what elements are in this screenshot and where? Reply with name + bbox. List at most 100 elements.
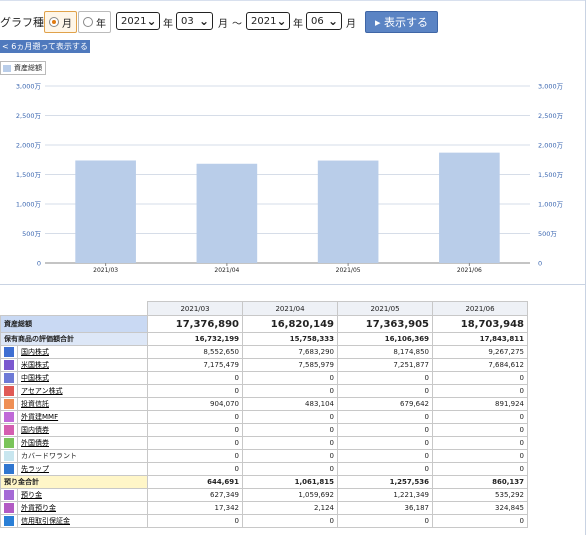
row-label-link[interactable]: 外貨建MMF bbox=[17, 410, 148, 424]
value-cell: 16,732,199 bbox=[147, 332, 243, 346]
color-swatch bbox=[4, 490, 14, 500]
row-label-link[interactable]: 先ラップ bbox=[17, 462, 148, 476]
table-row: 外国債券 0 0 0 0 bbox=[0, 436, 528, 450]
row-label-link[interactable]: アセアン株式 bbox=[17, 384, 148, 398]
holdings-total-row: 保有商品の評価額合計 16,732,199 15,758,333 16,106,369… bbox=[0, 332, 528, 346]
to-year-select[interactable]: 2021 ⌄ bbox=[246, 12, 290, 30]
color-swatch bbox=[4, 438, 14, 448]
table-header-row: 2021/03 2021/04 2021/05 2021/06 bbox=[0, 301, 528, 316]
asset-bar-chart: 0 0 500万 500万 1,000万 1,000万 1,500万 1,500万 2,000万… bbox=[16, 83, 564, 275]
x-tick-label: 2021/06 bbox=[457, 267, 482, 274]
row-label-link[interactable]: 預り金 bbox=[17, 488, 148, 502]
value-cell: 1,061,815 bbox=[242, 475, 338, 489]
total-assets-row-label: 資産総額 bbox=[0, 315, 148, 333]
value-cell: 0 bbox=[147, 423, 243, 437]
value-cell: 7,175,479 bbox=[147, 358, 243, 372]
value-cell: 16,820,149 bbox=[242, 315, 338, 333]
month-radio[interactable]: 月 bbox=[44, 11, 77, 33]
asset-table: 2021/03 2021/04 2021/05 2021/06 資産総額 17,376,8… bbox=[0, 301, 528, 528]
chevron-down-icon: ⌄ bbox=[276, 14, 287, 28]
value-cell: 0 bbox=[337, 514, 433, 528]
value-cell: 0 bbox=[242, 462, 338, 476]
deposits-total-row-label: 預り金合計 bbox=[0, 475, 148, 489]
value-cell: 0 bbox=[242, 371, 338, 385]
to-month-select[interactable]: 06 ⌄ bbox=[306, 12, 342, 30]
table-row: 米国株式 7,175,479 7,585,979 7,251,877 7,684,612 bbox=[0, 358, 528, 372]
legend-label: 資産総額 bbox=[14, 64, 42, 72]
value-cell: 18,703,948 bbox=[432, 315, 528, 333]
y-tick-label-right: 2,500万 bbox=[538, 112, 564, 120]
value-cell: 16,106,369 bbox=[337, 332, 433, 346]
value-cell: 17,843,811 bbox=[432, 332, 528, 346]
bar bbox=[75, 160, 136, 263]
row-label-link[interactable]: 投資信託 bbox=[17, 397, 148, 411]
y-tick-label-right: 1,500万 bbox=[538, 171, 564, 179]
top-border bbox=[0, 0, 586, 1]
row-label-link[interactable]: 国内債券 bbox=[17, 423, 148, 437]
y-tick-label-left: 1,500万 bbox=[16, 171, 42, 179]
value-cell: 0 bbox=[432, 410, 528, 424]
legend-swatch bbox=[3, 64, 11, 72]
show-button[interactable]: ▸ 表示する bbox=[365, 11, 438, 33]
row-label-link[interactable]: 国内株式 bbox=[17, 345, 148, 359]
value-cell: 0 bbox=[147, 514, 243, 528]
value-cell: 891,924 bbox=[432, 397, 528, 411]
radio-selected-icon bbox=[49, 17, 59, 27]
value-cell: 1,221,349 bbox=[337, 488, 433, 502]
row-label-link[interactable]: 中国株式 bbox=[17, 371, 148, 385]
value-cell: 0 bbox=[337, 423, 433, 437]
value-cell: 0 bbox=[432, 436, 528, 450]
value-cell: 0 bbox=[147, 384, 243, 398]
month-radio-label: 月 bbox=[62, 18, 72, 30]
from-month-select[interactable]: 03 ⌄ bbox=[176, 12, 213, 30]
row-label-link[interactable]: 外貨預り金 bbox=[17, 501, 148, 515]
year-radio[interactable]: 年 bbox=[78, 11, 111, 33]
value-cell: 0 bbox=[242, 436, 338, 450]
color-swatch bbox=[4, 360, 14, 370]
color-chip bbox=[0, 371, 18, 385]
value-cell: 0 bbox=[242, 449, 338, 463]
value-cell: 483,104 bbox=[242, 397, 338, 411]
color-chip bbox=[0, 488, 18, 502]
x-tick-label: 2021/04 bbox=[214, 267, 239, 274]
value-cell: 8,174,850 bbox=[337, 345, 433, 359]
back-6-months-button[interactable]: < 6ヵ月遡って表示する bbox=[0, 40, 90, 53]
color-chip bbox=[0, 397, 18, 411]
from-year-value: 2021 bbox=[121, 15, 147, 27]
y-tick-label-left: 0 bbox=[37, 260, 41, 268]
row-label-link[interactable]: 米国株式 bbox=[17, 358, 148, 372]
value-cell: 324,845 bbox=[432, 501, 528, 515]
deposits-total-row: 預り金合計 644,691 1,061,815 1,257,536 860,137 bbox=[0, 475, 528, 489]
color-chip bbox=[0, 423, 18, 437]
color-swatch bbox=[4, 516, 14, 526]
value-cell: 0 bbox=[432, 371, 528, 385]
value-cell: 9,267,275 bbox=[432, 345, 528, 359]
value-cell: 644,691 bbox=[147, 475, 243, 489]
table-row: 国内債券 0 0 0 0 bbox=[0, 423, 528, 437]
header-blank bbox=[0, 301, 148, 316]
value-cell: 17,342 bbox=[147, 501, 243, 515]
value-cell: 0 bbox=[337, 462, 433, 476]
value-cell: 17,376,890 bbox=[147, 315, 243, 333]
value-cell: 0 bbox=[242, 514, 338, 528]
table-row: 投資信託 904,070 483,104 679,642 891,924 bbox=[0, 397, 528, 411]
from-year-select[interactable]: 2021 ⌄ bbox=[116, 12, 160, 30]
color-chip bbox=[0, 514, 18, 528]
y-tick-label-left: 3,000万 bbox=[16, 83, 42, 91]
to-year-value: 2021 bbox=[251, 15, 277, 27]
table-row: 外貨建MMF 0 0 0 0 bbox=[0, 410, 528, 424]
value-cell: 0 bbox=[242, 423, 338, 437]
chart-legend: 資産総額 bbox=[0, 61, 46, 75]
value-cell: 15,758,333 bbox=[242, 332, 338, 346]
row-label-link[interactable]: 信用取引保証金 bbox=[17, 514, 148, 528]
color-swatch bbox=[4, 412, 14, 422]
y-tick-label-left: 2,000万 bbox=[16, 142, 42, 150]
section-divider bbox=[0, 284, 586, 285]
color-chip bbox=[0, 449, 18, 463]
value-cell: 0 bbox=[337, 384, 433, 398]
value-cell: 0 bbox=[147, 371, 243, 385]
row-label-link[interactable]: 外国債券 bbox=[17, 436, 148, 450]
row-label-link: カバードワラント bbox=[17, 449, 148, 463]
color-swatch bbox=[4, 386, 14, 396]
color-swatch bbox=[4, 464, 14, 474]
